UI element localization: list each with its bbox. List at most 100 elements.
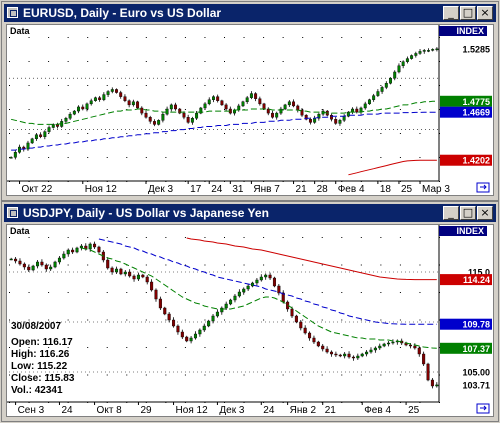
candle-body xyxy=(198,329,202,335)
ohlc-low: Low: 115.22 xyxy=(11,361,68,372)
candle-body xyxy=(300,109,304,116)
grid-dot xyxy=(67,157,69,158)
candle xyxy=(190,116,194,125)
grid-dot xyxy=(263,85,265,86)
close-button[interactable]: × xyxy=(477,206,493,220)
candle xyxy=(180,329,184,339)
candle-body xyxy=(312,337,316,343)
window-titlebar[interactable]: EURUSD, Daily - Euro vs US Dollar _ □ × xyxy=(4,4,496,22)
close-button[interactable]: × xyxy=(477,6,493,20)
candle xyxy=(44,263,48,272)
price-label-bg xyxy=(440,106,492,118)
candle xyxy=(422,351,426,366)
candle-body xyxy=(163,307,167,315)
maximize-button[interactable]: □ xyxy=(460,6,476,20)
candle-body xyxy=(27,266,31,271)
grid-dot xyxy=(360,61,362,62)
candle xyxy=(140,106,144,116)
grid-dot xyxy=(341,61,343,62)
candle-body xyxy=(391,341,395,344)
grid-dot xyxy=(9,37,10,38)
grid-dot xyxy=(165,133,167,134)
candle-body xyxy=(106,91,110,95)
candle-body xyxy=(363,103,367,109)
grid-dot xyxy=(224,133,225,134)
chart-plot-area[interactable]: 1.5285 1.4775 1.4669 1.4202 Окт 22 Ноя 12 Дек … xyxy=(6,24,494,196)
chart-shift-icon-arrow xyxy=(480,184,487,190)
grid-dot xyxy=(184,133,186,134)
grid-dot xyxy=(360,264,362,266)
grid-dot xyxy=(224,37,225,38)
minimize-button[interactable]: _ xyxy=(443,206,459,220)
grid-dot xyxy=(360,37,362,38)
candle xyxy=(346,111,350,118)
candle xyxy=(342,114,346,123)
candle xyxy=(207,319,211,328)
candle-body xyxy=(365,351,369,355)
candle xyxy=(245,95,249,104)
candle-body xyxy=(321,345,325,350)
candle-body xyxy=(110,89,114,92)
candle xyxy=(9,156,13,159)
candle-body xyxy=(89,100,93,105)
grid-dot xyxy=(399,109,401,110)
chart-window-usdjpy: USDJPY, Daily - US Dollar vs Japanese Ye… xyxy=(1,201,499,422)
grid-dot xyxy=(145,237,147,238)
usdjpy-candlestick-chart[interactable]: 115.0114.24110.0109.78107.37105.00103.71… xyxy=(7,225,493,416)
grid-dot xyxy=(419,264,421,266)
candle xyxy=(367,98,371,105)
grid-dot xyxy=(106,85,108,86)
candle xyxy=(93,241,97,249)
grid-dot xyxy=(341,347,343,348)
grid-dot xyxy=(243,374,245,376)
grid-dot xyxy=(302,292,304,293)
candle xyxy=(216,94,220,103)
grid-dot xyxy=(106,374,108,376)
chart-plot-area[interactable]: 115.0114.24110.0109.78107.37105.00103.71… xyxy=(6,224,494,417)
candle xyxy=(338,118,342,126)
chart-window-icon xyxy=(7,7,18,18)
grid-dot xyxy=(28,319,30,321)
candle-body xyxy=(277,285,281,294)
candle-body xyxy=(34,134,38,140)
time-tick-label: Мар 3 xyxy=(422,184,450,195)
candle-body xyxy=(81,106,85,110)
candle-body xyxy=(258,98,262,105)
candle xyxy=(296,104,300,113)
maximize-button[interactable]: □ xyxy=(460,206,476,220)
grid-dot xyxy=(48,264,50,266)
candle-body xyxy=(334,119,338,124)
candle xyxy=(303,325,307,335)
grid-dot xyxy=(9,109,10,110)
candle-body xyxy=(299,321,303,329)
time-tick-label: 28 xyxy=(317,184,329,195)
candle-body xyxy=(14,258,18,262)
candle-body xyxy=(110,267,114,273)
grid-dot xyxy=(126,319,128,321)
window-titlebar[interactable]: USDJPY, Daily - US Dollar vs Japanese Ye… xyxy=(4,204,496,222)
candle xyxy=(272,276,276,288)
candle-body xyxy=(145,276,149,283)
candle xyxy=(106,90,110,98)
price-label-bg xyxy=(440,266,492,278)
candle-body xyxy=(435,48,439,51)
minimize-button[interactable]: _ xyxy=(443,6,459,20)
candle-body xyxy=(31,265,35,271)
candle-body xyxy=(193,333,197,339)
candle-body xyxy=(174,104,177,110)
candle xyxy=(145,275,149,285)
candle-body xyxy=(422,353,426,365)
grid-dot xyxy=(204,264,206,266)
grid-dot xyxy=(67,347,69,348)
candle xyxy=(106,257,110,270)
grid-dot xyxy=(9,61,10,62)
grid-dot xyxy=(399,237,401,238)
candle-body xyxy=(356,355,360,359)
chart-window-eurusd: EURUSD, Daily - Euro vs US Dollar _ □ × … xyxy=(1,1,499,201)
candle xyxy=(430,378,434,389)
candle-body xyxy=(165,108,169,115)
grid-dot xyxy=(302,85,304,86)
candle xyxy=(220,306,224,315)
candle xyxy=(167,312,171,323)
